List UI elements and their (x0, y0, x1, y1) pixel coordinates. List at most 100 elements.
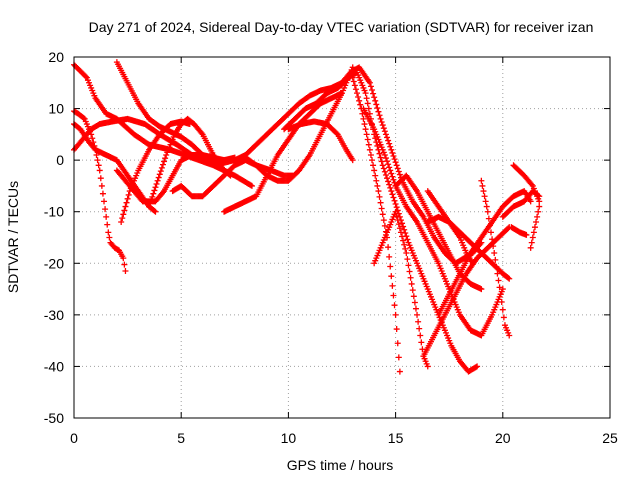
data-point (125, 191, 132, 198)
data-point (386, 164, 393, 171)
data-point (394, 340, 401, 347)
data-points (71, 59, 543, 375)
data-point (401, 241, 408, 248)
data-point (478, 286, 485, 293)
series-arc-20 (424, 213, 513, 282)
data-point (496, 284, 503, 291)
y-tick-labels: 20 10 0 -10 -20 -30 -40 -50 (44, 49, 64, 426)
data-point (403, 249, 410, 256)
data-point (158, 164, 165, 171)
data-point (382, 131, 389, 138)
data-point (493, 263, 500, 270)
data-point (361, 121, 368, 128)
data-point (396, 368, 403, 375)
data-point (531, 224, 538, 231)
data-point (474, 363, 481, 370)
data-point (485, 215, 492, 222)
data-point (478, 177, 485, 184)
x-axis-label: GPS time / hours (287, 457, 394, 473)
data-point (352, 86, 359, 93)
data-point (393, 326, 400, 333)
data-point (410, 293, 417, 300)
data-point (351, 82, 358, 89)
data-point (424, 363, 431, 370)
grid (74, 57, 610, 418)
data-point (523, 231, 530, 238)
data-point (480, 188, 487, 195)
data-point (385, 178, 392, 185)
data-point (94, 157, 101, 164)
series-arc-9 (169, 74, 352, 200)
data-point (370, 90, 377, 97)
data-point (349, 74, 356, 81)
data-point (505, 274, 512, 281)
data-point (360, 115, 367, 122)
data-point (380, 125, 387, 132)
series-arc-19 (420, 224, 513, 360)
data-point (409, 287, 416, 294)
data-point (385, 161, 392, 168)
data-point (366, 110, 373, 117)
data-point (357, 101, 364, 108)
data-point (151, 187, 158, 194)
data-point (354, 90, 361, 97)
data-point (392, 159, 399, 166)
x-tick-label: 5 (177, 430, 185, 446)
data-point (499, 286, 506, 293)
data-point (385, 137, 392, 144)
data-point (367, 151, 374, 158)
data-point (124, 195, 131, 202)
data-point (388, 170, 395, 177)
data-point (369, 157, 376, 164)
data-point (386, 253, 393, 260)
data-point (359, 110, 366, 117)
data-point (375, 108, 382, 115)
data-point (151, 207, 158, 214)
data-point (155, 174, 162, 181)
data-point (154, 177, 161, 184)
series-arc-17 (371, 208, 431, 370)
data-point (490, 243, 497, 250)
data-point (388, 188, 395, 195)
data-point (534, 213, 541, 220)
data-point (386, 140, 393, 147)
data-point (373, 177, 380, 184)
data-point (416, 325, 423, 332)
data-point (363, 95, 370, 102)
data-point (396, 171, 403, 178)
data-point (371, 94, 378, 101)
data-point (379, 162, 386, 169)
data-point (407, 274, 414, 281)
data-point (380, 217, 387, 224)
data-point (389, 191, 396, 198)
data-point (159, 161, 166, 168)
data-point (147, 200, 154, 207)
series-arc-8 (146, 115, 234, 210)
data-point (535, 208, 542, 215)
series-arc-23 (478, 177, 513, 339)
data-point (392, 208, 399, 215)
data-point (378, 118, 385, 125)
series-arc-22 (435, 188, 534, 318)
data-point (488, 229, 495, 236)
data-point (495, 277, 502, 284)
data-point (148, 197, 155, 204)
data-point (123, 199, 130, 206)
data-point (376, 112, 383, 119)
data-point (533, 219, 540, 226)
data-point (370, 162, 377, 169)
data-point (390, 153, 397, 160)
data-point (367, 83, 374, 90)
data-point (418, 339, 425, 346)
data-point (500, 314, 507, 321)
data-point (404, 256, 411, 263)
data-point (89, 135, 96, 142)
data-point (405, 262, 412, 269)
data-point (373, 101, 380, 108)
data-point (479, 182, 486, 189)
data-point (393, 162, 400, 169)
data-point (394, 165, 401, 172)
data-point (392, 200, 399, 207)
data-point (152, 184, 159, 191)
